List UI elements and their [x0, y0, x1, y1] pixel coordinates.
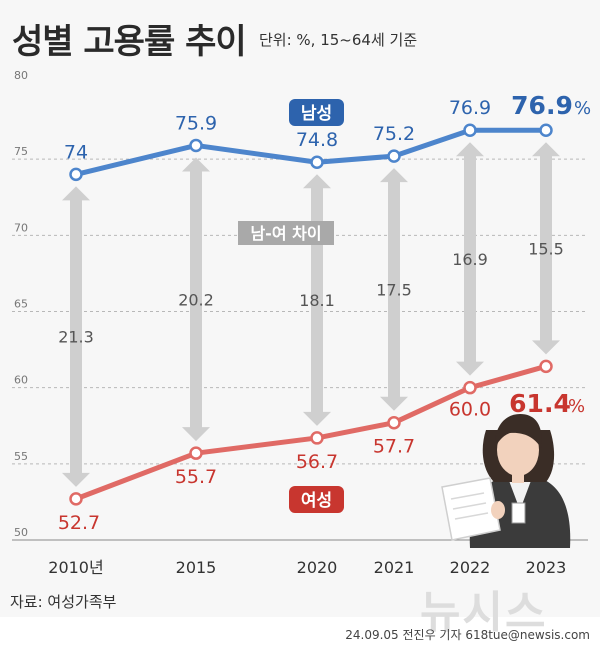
male-point: [310, 155, 324, 169]
source-note: 자료: 여성가족부: [10, 593, 117, 611]
female-value-label: 56.7: [296, 451, 338, 473]
male-value-label: 75.2: [373, 123, 415, 145]
female-point: [310, 431, 324, 445]
female-legend-label: 여성: [301, 491, 332, 511]
gap-value-label: 15.5: [528, 239, 564, 258]
male-point: [189, 138, 203, 153]
unit-note: 단위: %, 15~64세 기준: [259, 31, 418, 49]
y-tick-label: 50: [14, 526, 28, 539]
male-line: [75, 127, 546, 177]
y-tick-label: 80: [14, 69, 28, 82]
gap-value-label: 18.1: [299, 291, 335, 310]
female-legend-badge: [289, 486, 344, 513]
byline: 24.09.05 전진우 기자 618tue@newsis.com: [345, 628, 590, 642]
watermark-logo: 뉴시스: [420, 587, 548, 638]
female-value-label: 55.7: [175, 466, 217, 488]
male-percent-sign: %: [574, 98, 591, 119]
gap-value-label: 17.5: [376, 280, 412, 299]
male-value-label-latest: 76.9: [511, 91, 573, 120]
male-point: [387, 149, 401, 163]
gap-value-label: 20.2: [178, 290, 214, 309]
male-legend-label: 남성: [301, 104, 332, 124]
male-value-label: 74.8: [296, 129, 338, 151]
gap-legend-label: 남-여 차이: [250, 224, 321, 243]
gap-arrow: [62, 186, 90, 487]
gap-value-label: 21.3: [58, 328, 94, 347]
female-value-label-latest: 61.4: [509, 389, 571, 418]
male-value-label: 74: [64, 141, 88, 163]
male-value-label: 76.9: [449, 97, 491, 119]
x-tick-label: 2021: [374, 558, 415, 577]
male-legend-badge: [289, 99, 344, 126]
x-tick-label: 2023: [526, 558, 567, 577]
y-tick-label: 55: [14, 450, 28, 463]
male-point: [463, 123, 477, 137]
chart-title: 성별 고용률 추이: [12, 22, 247, 62]
male-point: [69, 167, 83, 182]
female-point: [463, 380, 477, 395]
y-tick-label: 60: [14, 374, 28, 387]
y-tick-label: 70: [14, 221, 28, 234]
gap-legend-badge: [238, 221, 334, 245]
female-point: [189, 446, 203, 460]
gap-value-label: 16.9: [452, 250, 488, 269]
gap-arrow: [380, 168, 408, 411]
x-tick-label: 2020: [297, 558, 338, 577]
female-value-label: 60.0: [449, 399, 491, 421]
gap-arrow: [303, 174, 331, 426]
female-point: [69, 492, 83, 506]
male-point: [539, 123, 553, 137]
gap-arrow: [182, 157, 210, 442]
male-value-label: 75.9: [175, 112, 217, 134]
female-value-label: 57.7: [373, 436, 415, 458]
y-tick-label: 75: [14, 145, 28, 158]
female-point: [387, 415, 401, 430]
female-line: [75, 363, 547, 502]
x-tick-label: 2010년: [48, 558, 103, 577]
y-tick-label: 65: [14, 298, 28, 311]
woman-reading-illustration: [441, 414, 571, 548]
gap-arrow: [532, 142, 560, 355]
x-tick-label: 2022: [450, 558, 491, 577]
female-value-label: 52.7: [58, 512, 100, 534]
x-tick-label: 2015: [176, 558, 217, 577]
employment-rate-chart: 80 75 70 65 60 55 50 21.3 20.2 18.1 17.5 16.9 15.5 남-…: [12, 69, 591, 577]
female-point: [539, 359, 553, 374]
female-percent-sign: %: [568, 396, 585, 417]
gap-arrow: [456, 142, 484, 376]
